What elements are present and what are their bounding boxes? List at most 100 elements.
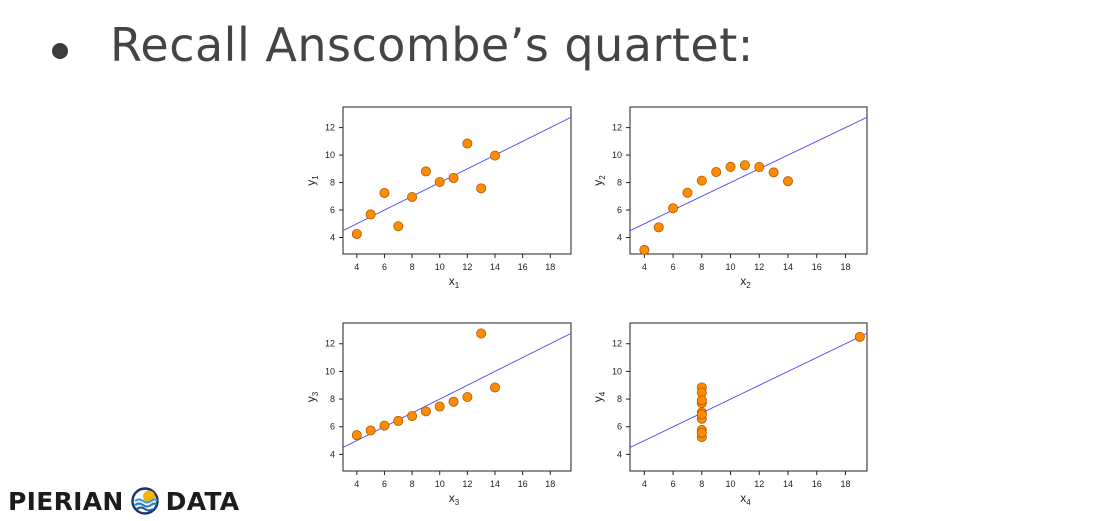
x-axis-label: x3 (449, 491, 460, 507)
y-axis-label: y2 (591, 175, 607, 186)
x-tick-label: 4 (642, 262, 647, 272)
data-point (365, 425, 376, 436)
x-axis-label-subscript: 4 (746, 498, 751, 507)
x-tick-label: 8 (410, 262, 415, 272)
x-tick-label: 12 (754, 479, 764, 489)
x-axis-label-subscript: 3 (455, 498, 460, 507)
y-tick-label: 4 (617, 233, 622, 243)
data-point (407, 411, 418, 422)
x-tick-label: 16 (518, 262, 528, 272)
x-tick-label: 6 (671, 262, 676, 272)
data-point (696, 409, 707, 420)
data-point (768, 167, 779, 178)
data-point (351, 430, 362, 441)
y-axis-label-main: y (304, 396, 318, 402)
data-point (434, 177, 445, 188)
y-tick-label: 10 (325, 366, 335, 376)
y-axis-label-main: y (304, 180, 318, 186)
y-axis-label-main: y (591, 396, 605, 402)
pierian-data-logo-icon (130, 487, 159, 515)
y-axis-label-subscript: 4 (598, 391, 607, 396)
data-point (639, 244, 650, 255)
x-tick-label: 4 (354, 262, 359, 272)
x-tick-label: 12 (462, 479, 472, 489)
x-tick-label: 16 (518, 479, 528, 489)
y-tick-label: 10 (325, 150, 335, 160)
x-axis-label: x2 (740, 274, 751, 290)
x-axis-label-main: x (449, 491, 455, 505)
x-tick-label: 14 (490, 262, 500, 272)
data-point (365, 209, 376, 220)
x-axis-label: x4 (740, 491, 751, 507)
x-tick-label: 18 (545, 479, 555, 489)
regression-line (343, 332, 571, 448)
x-tick-label: 8 (410, 479, 415, 489)
x-tick-label: 10 (435, 479, 445, 489)
y-tick-label: 10 (612, 150, 622, 160)
data-point (448, 173, 459, 184)
data-point (379, 420, 390, 431)
y-tick-label: 6 (617, 205, 622, 215)
data-point (462, 138, 473, 149)
x-tick-label: 6 (382, 262, 387, 272)
y-tick-label: 12 (325, 123, 335, 133)
x-tick-label: 14 (490, 479, 500, 489)
data-point (489, 382, 500, 393)
y-axis-label: y4 (591, 391, 607, 402)
data-point (682, 187, 693, 198)
data-point (476, 328, 487, 339)
data-point (489, 150, 500, 161)
y-axis-label-subscript: 3 (311, 391, 320, 396)
pierian-data-logo: PIERIAN DATA (8, 486, 239, 516)
data-point (739, 160, 750, 171)
y-axis-label-main: y (591, 180, 605, 186)
data-point (462, 391, 473, 402)
data-point (696, 427, 707, 438)
x-tick-label: 4 (642, 479, 647, 489)
data-point (448, 396, 459, 407)
x-tick-label: 14 (783, 479, 793, 489)
data-point (668, 203, 679, 214)
data-point (393, 415, 404, 426)
x-tick-label: 8 (699, 262, 704, 272)
x-tick-label: 16 (812, 262, 822, 272)
plot-frame (342, 322, 572, 472)
x-axis-label-subscript: 2 (746, 281, 751, 290)
y-axis-label: y1 (304, 175, 320, 186)
y-tick-label: 4 (330, 449, 335, 459)
bullet-dot (52, 43, 68, 59)
data-point (420, 166, 431, 177)
data-point (393, 221, 404, 232)
y-tick-label: 8 (617, 178, 622, 188)
y-tick-label: 8 (330, 394, 335, 404)
x-tick-label: 12 (754, 262, 764, 272)
x-tick-label: 10 (726, 262, 736, 272)
y-tick-label: 6 (330, 422, 335, 432)
regression-line (343, 116, 571, 232)
y-tick-label: 10 (612, 366, 622, 376)
x-axis-label: x1 (449, 274, 460, 290)
data-point (653, 222, 664, 233)
y-axis-label-subscript: 1 (311, 175, 320, 180)
data-point (696, 395, 707, 406)
y-tick-label: 4 (617, 449, 622, 459)
data-point (725, 161, 736, 172)
logo-word-right: DATA (165, 486, 240, 516)
x-tick-label: 18 (545, 262, 555, 272)
y-tick-label: 12 (612, 339, 622, 349)
x-tick-label: 6 (382, 479, 387, 489)
x-tick-label: 18 (840, 262, 850, 272)
regression-line (630, 332, 867, 448)
data-point (420, 406, 431, 417)
data-point (407, 191, 418, 202)
y-axis-label-subscript: 2 (598, 175, 607, 180)
y-axis-label: y3 (304, 391, 320, 402)
data-point (476, 183, 487, 194)
x-axis-label-main: x (449, 274, 455, 288)
data-point (711, 166, 722, 177)
x-tick-label: 6 (671, 479, 676, 489)
x-tick-label: 18 (840, 479, 850, 489)
x-tick-label: 10 (726, 479, 736, 489)
